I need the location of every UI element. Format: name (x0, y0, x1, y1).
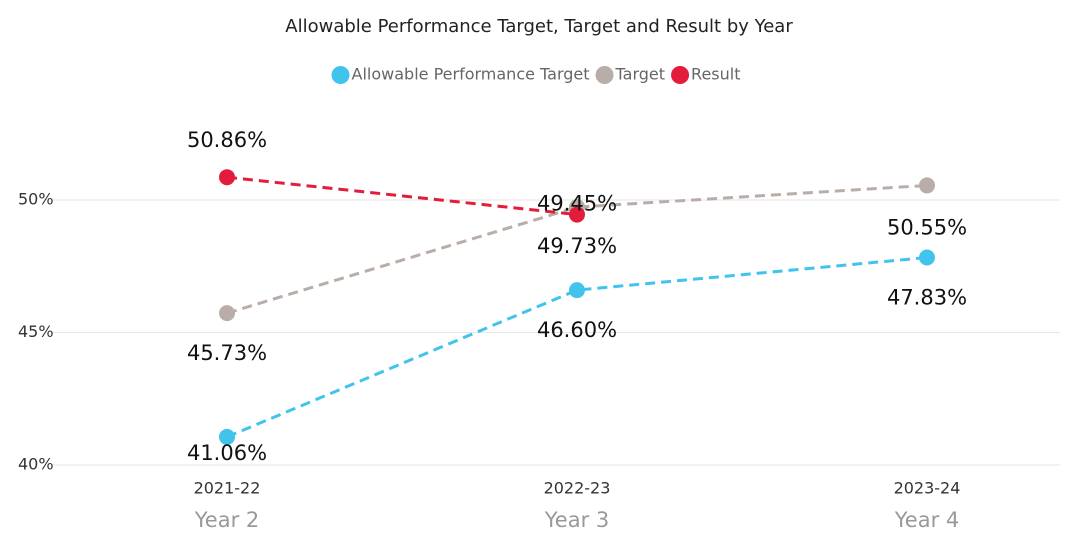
x-tick-label: 2022-23 (544, 479, 611, 498)
legend-marker (671, 66, 690, 84)
x-group-label: Year 2 (194, 508, 260, 532)
data-label: 49.73% (537, 234, 617, 258)
legend-marker (331, 66, 350, 84)
data-point (569, 206, 585, 223)
x-group-label: Year 3 (544, 508, 610, 532)
data-label: 50.55% (887, 215, 967, 239)
legend-label: Target (615, 65, 666, 84)
legend-marker (595, 66, 614, 84)
series-line (226, 175, 578, 217)
y-tick-label: 40% (18, 455, 54, 474)
chart-title: Allowable Performance Target, Target and… (285, 16, 793, 37)
data-point (219, 428, 235, 445)
data-label: 49.45% (537, 192, 617, 216)
data-point (219, 169, 235, 186)
data-label: 50.86% (187, 128, 267, 152)
data-label: 45.73% (187, 341, 267, 365)
data-label: 41.06% (187, 441, 267, 465)
data-point (919, 177, 935, 194)
legend-label: Allowable Performance Target (352, 65, 590, 84)
legend-label: Result (691, 65, 740, 84)
series-line (226, 183, 928, 315)
y-tick-label: 50% (18, 190, 54, 209)
data-point (569, 282, 585, 299)
legend: Allowable Performance Target Target Result (331, 65, 740, 84)
x-tick-label: 2023-24 (894, 479, 961, 498)
data-label: 47.83% (887, 286, 967, 310)
data-label: 46.60% (537, 318, 617, 342)
data-point (919, 249, 935, 266)
x-group-label: Year 4 (894, 508, 960, 532)
y-tick-label: 45% (18, 322, 54, 341)
data-point (219, 305, 235, 322)
x-tick-label: 2021-22 (194, 479, 261, 498)
series-line (226, 256, 928, 439)
